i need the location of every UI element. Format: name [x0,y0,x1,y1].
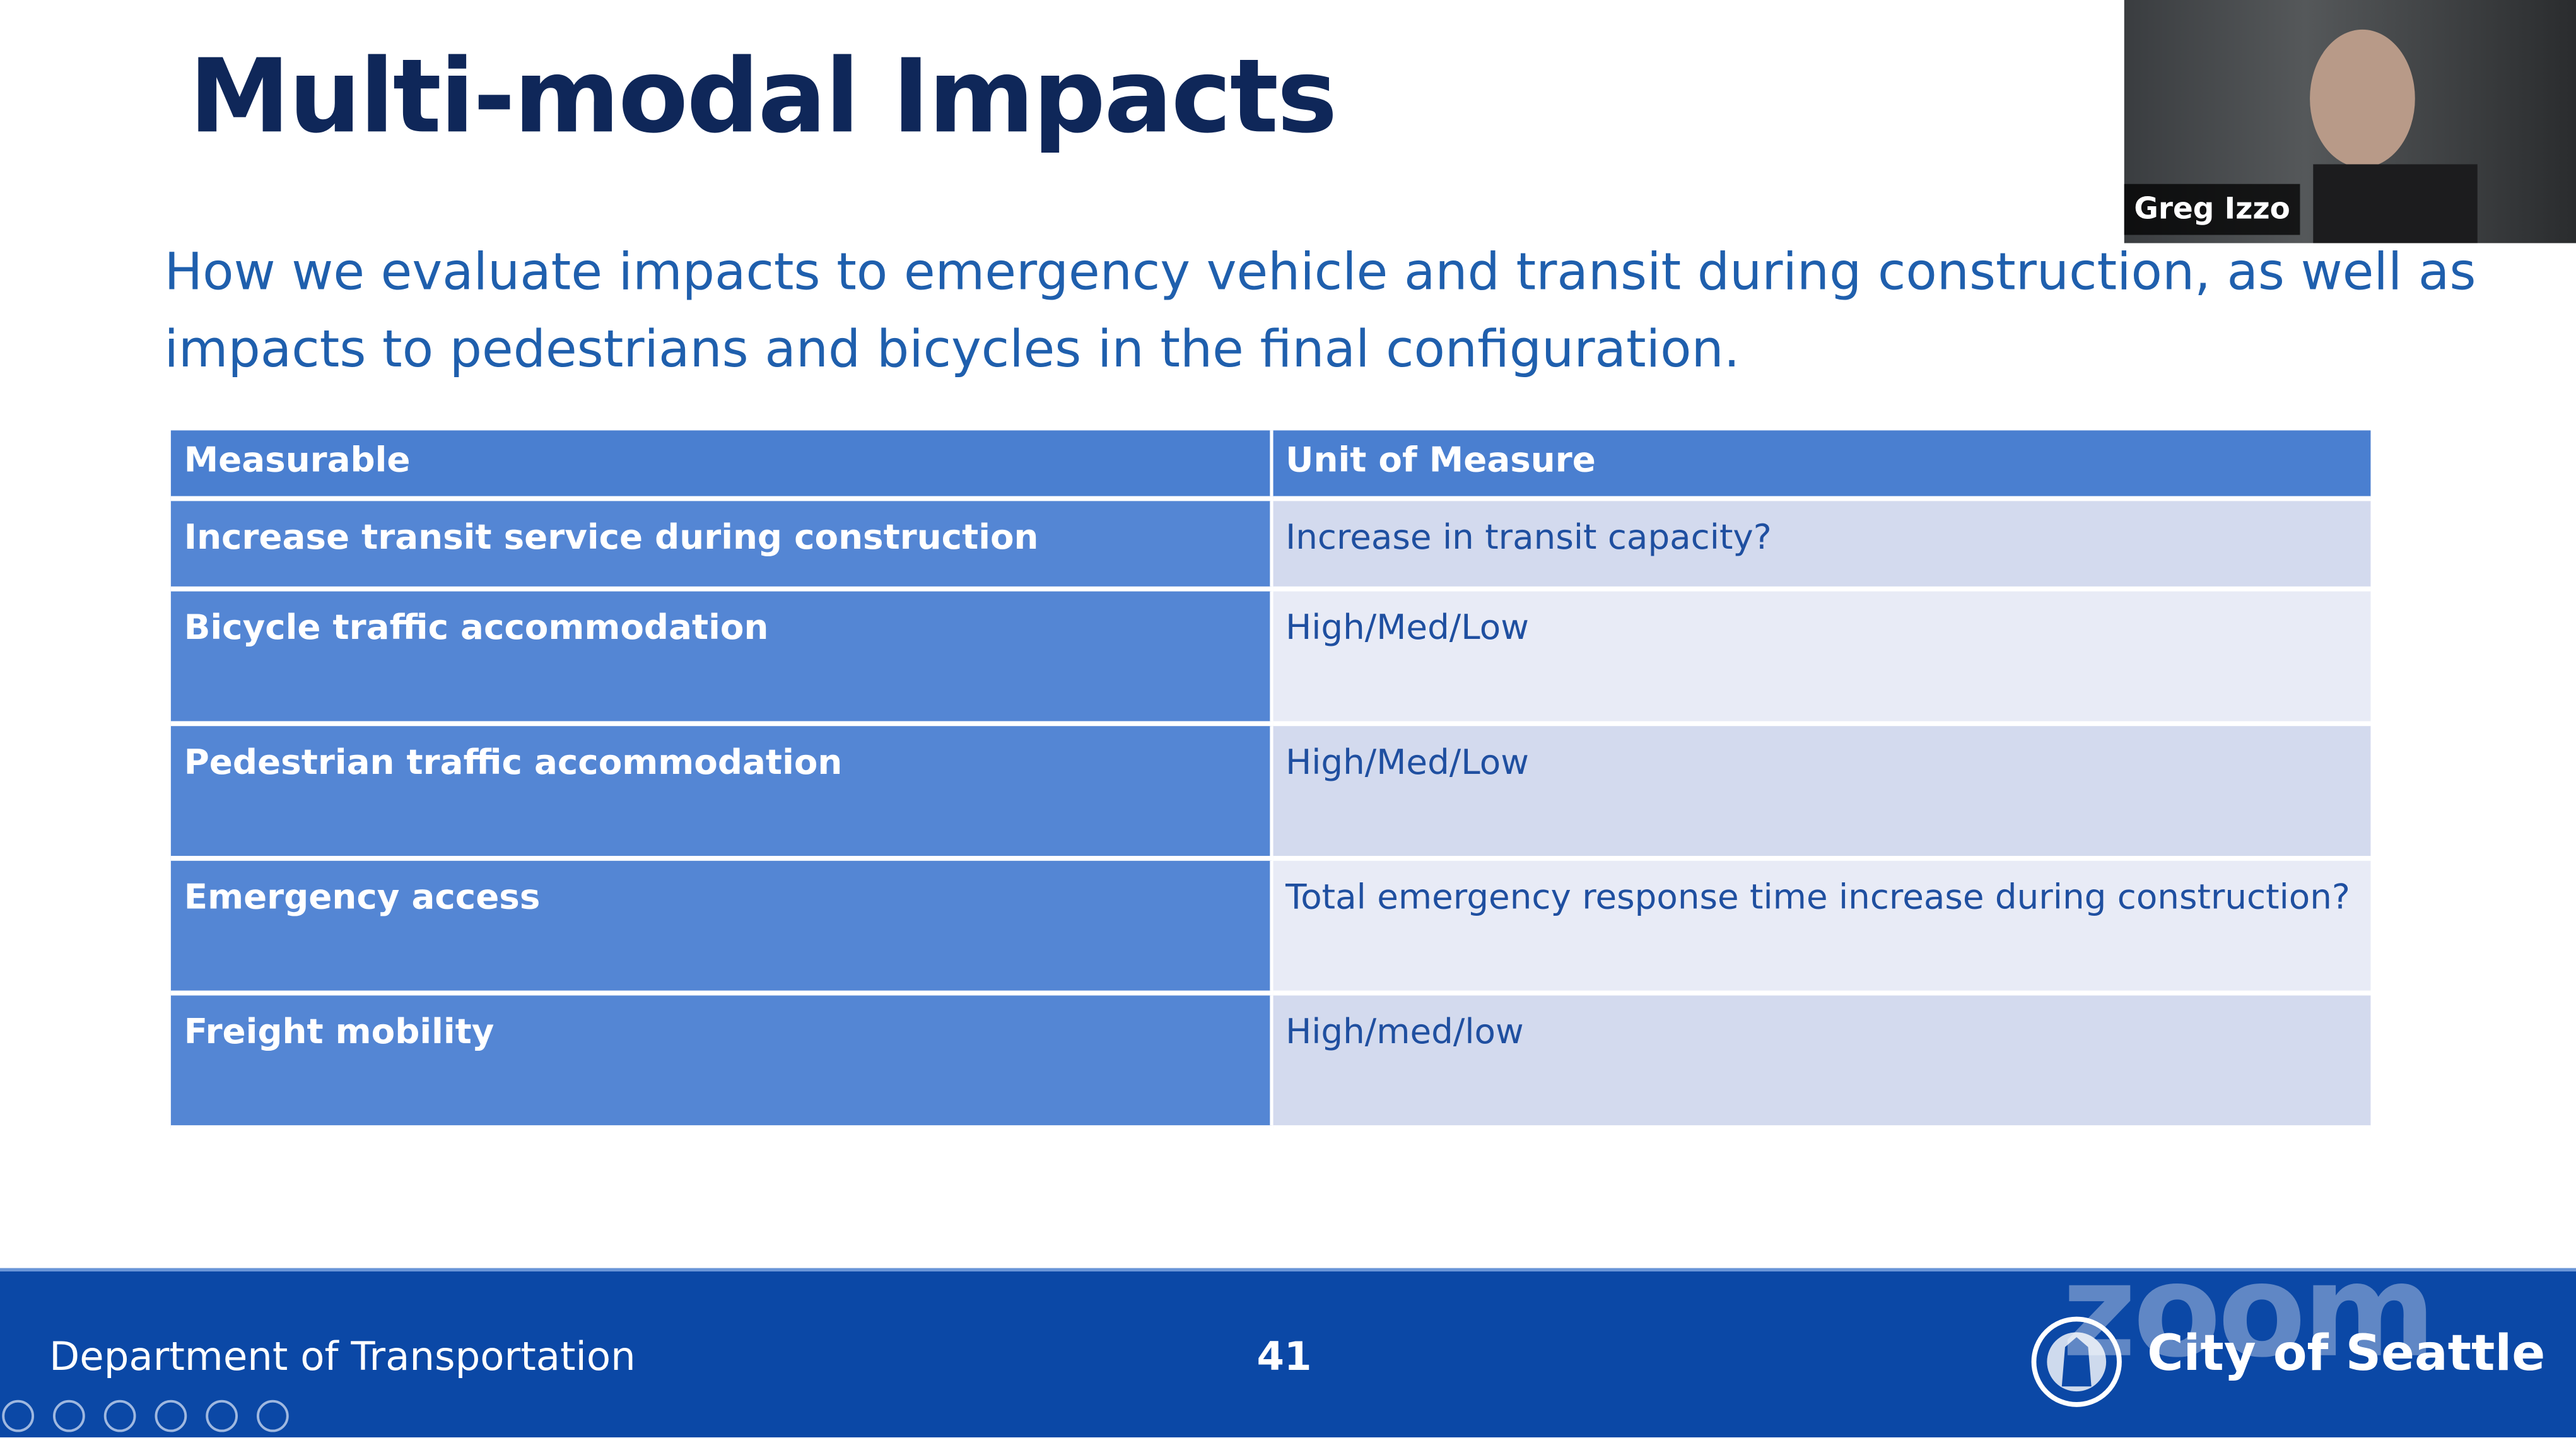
table-row: Bicycle traffic accommodation High/Med/Lo… [170,588,2371,727]
measurable-cell: Increase transit service during construc… [170,498,1273,592]
participant-name: Greg Izzo [2124,184,2300,235]
table-row: Emergency access Total emergency response… [170,858,2371,996]
slides-button[interactable] [155,1400,187,1432]
zoom-watermark: zoom [2061,1238,2436,1387]
table-row: Increase transit service during construc… [170,498,2371,592]
header-row: Measurable Unit of Measure [170,430,2371,501]
header-cell: Unit of Measure [1269,430,2371,501]
unit-cell: High/Med/Low [1270,723,2371,861]
city-logo-text: City of Seattle [2147,1325,2546,1384]
unit-cell: Increase in transit capacity? [1270,498,2371,592]
next-button[interactable] [52,1400,85,1432]
more-button[interactable] [256,1400,289,1432]
measure-table: Measurable Unit of Measure Increase trans… [170,430,2371,1130]
table-row: Freight mobility High/med/low [170,993,2371,1130]
table-row: Pedestrian traffic accommodation High/Med… [170,723,2371,861]
slide-footer: Department of Transportation 41 zoom Cit… [0,1239,2576,1438]
department: Department of Transportation [49,1333,636,1380]
measurable-cell: Freight mobility [170,993,1273,1130]
header-cell: Measurable [170,430,1271,501]
measurable-cell: Bicycle traffic accommodation [170,588,1273,727]
pen-button[interactable] [103,1400,136,1432]
unit-cell: Total emergency response time increase d… [1270,858,2371,996]
slide-title: Multi-modal Impacts [189,36,1338,156]
table-body: Increase transit service during construc… [170,498,2371,1130]
unit-cell: High/Med/Low [1270,588,2371,727]
slide-subtitle: How we evaluate impacts to emergency veh… [164,243,2476,380]
measurable-cell: Emergency access [170,858,1273,996]
seal-icon [2031,1316,2122,1407]
video-tile: Greg Izzo [2124,0,2576,243]
zoom-button[interactable] [206,1400,238,1432]
prev-button[interactable] [2,1400,35,1432]
measurable-cell: Pedestrian traffic accommodation [170,723,1273,861]
page-number: 41 [1256,1333,1312,1380]
slide-controls [2,1400,289,1432]
participant-video [2310,29,2478,243]
unit-cell: High/med/low [1270,993,2371,1130]
